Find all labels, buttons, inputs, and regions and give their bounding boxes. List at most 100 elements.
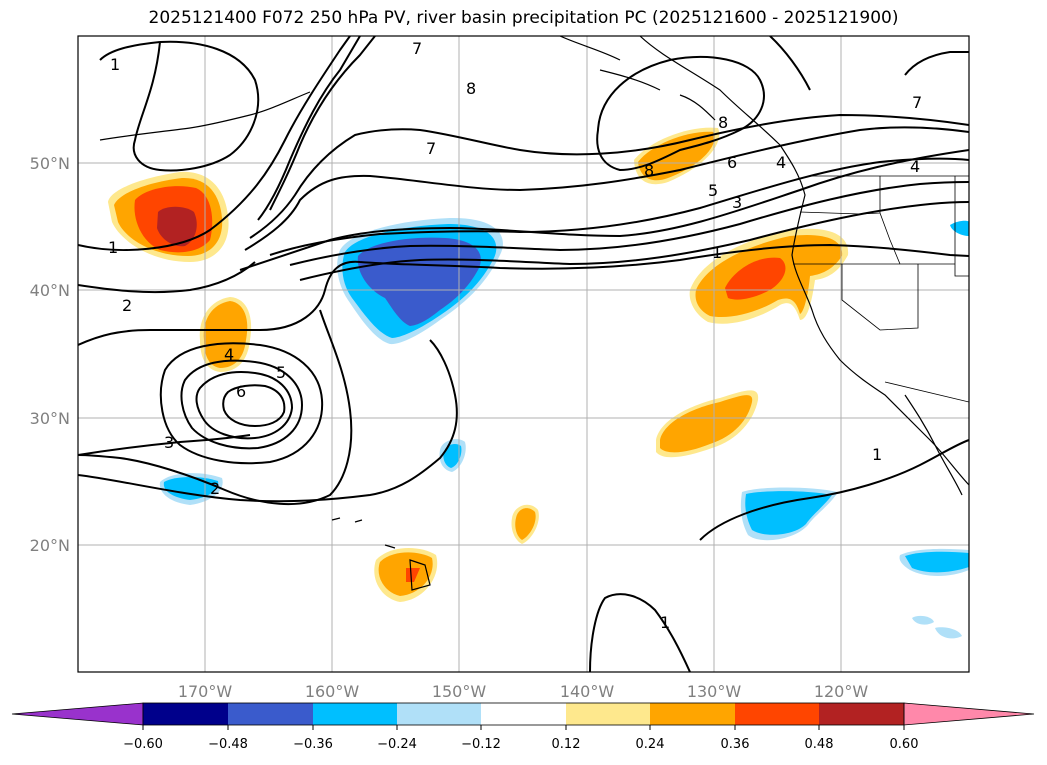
lat-label: 50°N [30, 154, 70, 173]
precip-pos-168-024 [203, 301, 248, 368]
contour-1-sw-lower [589, 593, 691, 672]
hawaii-islands [331, 517, 431, 591]
contour-label: 6 [236, 382, 246, 401]
lon-label: 150°W [432, 682, 487, 701]
contour-1-east [699, 439, 969, 541]
contour-label: 1 [110, 55, 120, 74]
colorbar-tick-label: 0.48 [805, 737, 834, 752]
colorbar-tick-label: −0.24 [377, 737, 417, 752]
precip-neg-far-east-036 [905, 551, 969, 573]
north-america-west-coast [639, 36, 969, 486]
map-title: 2025121400 F072 250 hPa PV, river basin … [148, 8, 899, 28]
colorbar-bin [481, 703, 566, 725]
colorbar-ticks [142, 725, 905, 730]
contour-closed-5 [195, 371, 294, 440]
contour-label: 5 [708, 181, 718, 200]
colorbar-tick-label: 0.36 [721, 737, 750, 752]
contour-1-closed-ne [596, 55, 765, 172]
pv-contours [78, 36, 969, 672]
contour-label: 3 [164, 433, 174, 452]
contour-jet-9 [299, 201, 969, 281]
lon-label: 130°W [687, 682, 742, 701]
contour-jet-8 [289, 181, 969, 266]
contour-jet-7 [269, 157, 969, 256]
lon-label: 140°W [560, 682, 615, 701]
colorbar-tick-label: 0.12 [552, 737, 581, 752]
colorbar-frame [142, 702, 905, 726]
contour-label: 5 [276, 363, 286, 382]
colorbar-tick-label: −0.48 [208, 737, 248, 752]
colorbar-extend-positive [903, 702, 1035, 726]
contour-label: 7 [412, 39, 422, 58]
border-mexico [884, 381, 969, 403]
aleutians [99, 91, 311, 141]
contour-label: 6 [727, 153, 737, 172]
contour-label: 2 [210, 479, 220, 498]
precip-neg-small-2 [935, 627, 962, 639]
border-nevada [841, 264, 919, 331]
contour-jet-6 [269, 36, 376, 211]
lat-label: 20°N [30, 536, 70, 555]
contour-jet-3 [244, 126, 969, 251]
border-east [954, 176, 969, 277]
contour-label: 7 [912, 93, 922, 112]
contour-closed-4 [180, 359, 304, 450]
colorbar-tick-label: 0.60 [890, 737, 919, 752]
contour-1-south [78, 243, 969, 346]
colorbar-extend-negative [11, 702, 144, 726]
contour-west-1 [99, 41, 161, 61]
contour-label: 8 [466, 79, 476, 98]
contour-label: 3 [732, 193, 742, 212]
contour-west-lobe [132, 40, 260, 172]
precip-neg-east-036 [745, 491, 832, 535]
lon-label: 160°W [305, 682, 360, 701]
contour-closed-3 [159, 342, 324, 465]
map-border [77, 35, 970, 673]
graticule [78, 36, 969, 672]
contour-label: 4 [224, 345, 234, 364]
contour-2-south [78, 339, 458, 503]
precip-pos-goa-024 [638, 131, 715, 181]
precip-pos-hawaii-036 [406, 568, 420, 582]
colorbar-tick-label: 0.24 [636, 737, 665, 752]
contour-west-2 [78, 261, 256, 294]
contour-jet-1 [78, 36, 351, 251]
longitude-labels: 170°W 160°W 150°W 140°W 130°W 120°W [178, 682, 869, 701]
contour-ne-arc [769, 36, 811, 91]
colorbar-bin [397, 703, 481, 725]
precip-pos-nepac-036 [725, 257, 786, 300]
contour-label: 8 [644, 161, 654, 180]
colorbar-bin [819, 703, 904, 725]
lon-label: 120°W [814, 682, 869, 701]
colorbar-tick-label: −0.60 [123, 737, 163, 752]
contour-label: 4 [910, 157, 920, 176]
coastlines [99, 36, 969, 591]
contour-label: 1 [660, 613, 670, 632]
lon-label: 170°W [178, 682, 233, 701]
border-idaho [879, 176, 901, 265]
contour-ne-7 [904, 51, 969, 76]
contour-jet-5 [257, 36, 361, 221]
colorbar-bin [313, 703, 397, 725]
colorbar-bin [566, 703, 650, 725]
precip-pos-145-024 [515, 508, 536, 540]
latitude-labels: 50°N 40°N 30°N 20°N [30, 154, 70, 555]
colorbar: −0.60 −0.48 −0.36 −0.24 −0.12 0.12 0.24 … [11, 702, 1035, 752]
contour-label: 1 [872, 445, 882, 464]
colorbar-tick-label: −0.12 [461, 737, 501, 752]
contour-jet-4 [249, 113, 969, 239]
colorbar-bin [143, 703, 228, 725]
contour-label: 8 [718, 113, 728, 132]
colorbar-tick-label: −0.36 [293, 737, 333, 752]
precip-neg-150-lower-036 [443, 444, 462, 468]
lat-label: 30°N [30, 409, 70, 428]
precip-pos-west-048 [157, 206, 197, 247]
contour-label: 7 [426, 139, 436, 158]
pv-contour-labels: 1 1 2 4 5 6 3 2 7 8 7 8 6 5 3 1 4 7 1 1 … [108, 39, 922, 632]
contour-label: 4 [776, 153, 786, 172]
colorbar-bin [650, 703, 735, 725]
contour-label: 1 [712, 243, 722, 262]
precip-neg-small-1 [912, 615, 934, 625]
precip-pos-subtrop-024 [660, 395, 753, 453]
